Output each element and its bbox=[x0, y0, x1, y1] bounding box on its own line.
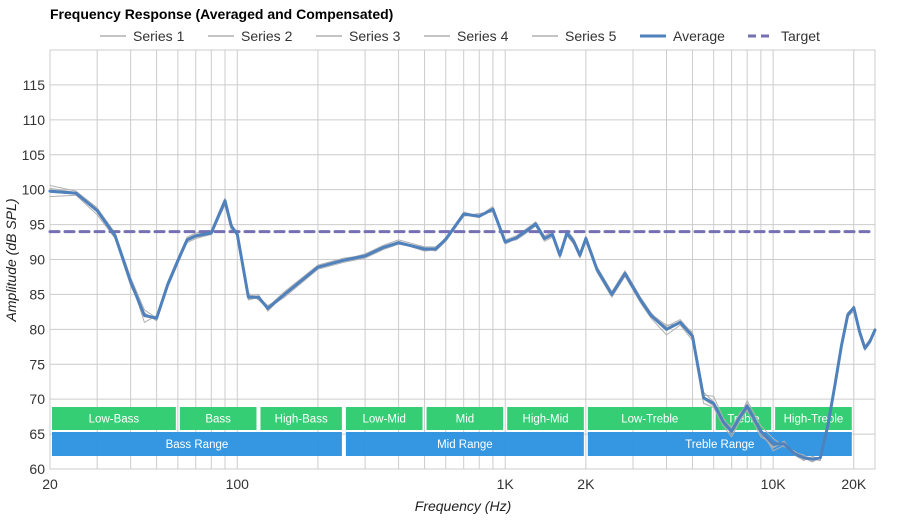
x-tick-label: 100 bbox=[226, 476, 250, 492]
band-high-bass bbox=[260, 407, 342, 430]
x-tick-label: 10K bbox=[761, 476, 787, 492]
x-tick-label: 20 bbox=[42, 476, 58, 492]
band-label: Mid Range bbox=[437, 439, 493, 451]
y-tick-label: 85 bbox=[29, 286, 45, 302]
band-label: Low-Mid bbox=[362, 414, 405, 426]
band-label: Bass bbox=[205, 414, 231, 426]
y-tick-label: 100 bbox=[22, 182, 46, 198]
plot-border bbox=[49, 49, 876, 470]
band-mid bbox=[426, 407, 504, 430]
y-tick-label: 110 bbox=[23, 112, 46, 128]
y-tick-label: 95 bbox=[29, 217, 45, 233]
band-high-mid bbox=[507, 407, 584, 430]
x-tick-label: 2K bbox=[577, 476, 595, 492]
y-tick-label: 60 bbox=[29, 461, 45, 477]
band-low-bass bbox=[52, 407, 176, 430]
x-tick-label: 20K bbox=[841, 476, 867, 492]
band-treble-range bbox=[587, 432, 852, 456]
band-label: Low-Bass bbox=[89, 414, 140, 426]
band-low-mid bbox=[345, 407, 423, 430]
band-label: High-Bass bbox=[275, 414, 328, 426]
band-label: Treble Range bbox=[685, 439, 754, 451]
series-lines bbox=[48, 185, 877, 463]
legend-label: Target bbox=[781, 28, 820, 44]
y-tick-label: 80 bbox=[29, 321, 45, 337]
band-label: High-Treble bbox=[784, 414, 844, 426]
band-bass bbox=[179, 407, 257, 430]
band-label: Mid bbox=[456, 414, 475, 426]
x-axis-label: Frequency (Hz) bbox=[415, 498, 511, 514]
y-tick-label: 75 bbox=[29, 356, 45, 372]
band-bass-range bbox=[52, 432, 342, 456]
x-tick-label: 1K bbox=[497, 476, 515, 492]
y-tick-label: 90 bbox=[29, 252, 45, 268]
grid bbox=[49, 49, 876, 470]
y-tick-label: 70 bbox=[29, 391, 45, 407]
band-label: High-Mid bbox=[523, 414, 569, 426]
band-label: Low-Treble bbox=[621, 414, 678, 426]
band-mid-range bbox=[345, 432, 584, 456]
average-line bbox=[48, 189, 877, 461]
legend-label: Series 1 bbox=[133, 28, 185, 44]
legend: Series 1 Series 2 Series 3 Series 4 Series 5… bbox=[100, 28, 820, 44]
axis-ticks: 60 65 70 75 80 85 90 95 100 105 110 115 20 100 1K 2K 10K… bbox=[22, 77, 867, 492]
band-label: Bass Range bbox=[166, 439, 229, 451]
legend-label: Average bbox=[673, 28, 725, 44]
legend-label: Series 3 bbox=[349, 28, 401, 44]
legend-label: Series 5 bbox=[565, 28, 617, 44]
chart-title: Frequency Response (Averaged and Compens… bbox=[50, 6, 393, 22]
legend-label: Series 4 bbox=[457, 28, 509, 44]
y-tick-label: 115 bbox=[23, 77, 46, 93]
y-tick-label: 105 bbox=[22, 147, 46, 163]
band-high-treble bbox=[775, 407, 852, 430]
legend-label: Series 2 bbox=[241, 28, 293, 44]
frequency-bands: Low-Bass Bass High-Bass Low-Mid Mid High-Mid L… bbox=[52, 407, 852, 456]
y-tick-label: 65 bbox=[29, 426, 45, 442]
band-low-treble bbox=[587, 407, 712, 430]
y-axis-label: Amplitude (dB SPL) bbox=[3, 199, 19, 323]
